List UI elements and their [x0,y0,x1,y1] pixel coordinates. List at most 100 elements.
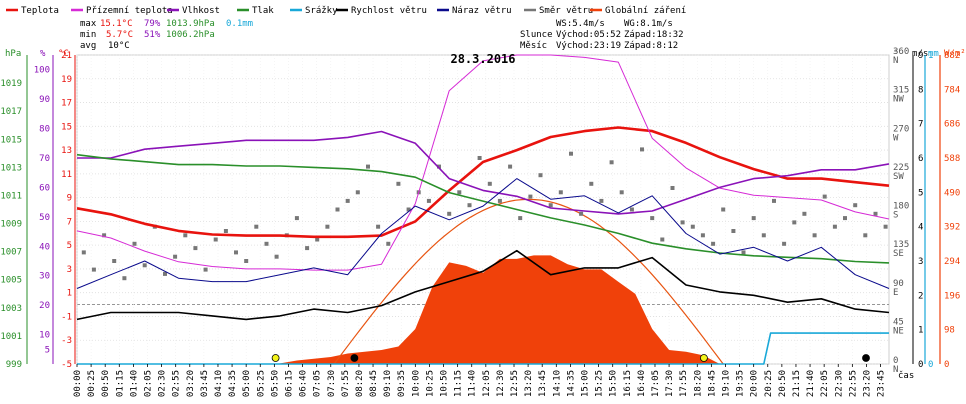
tick-radiation: 98 [944,326,955,336]
x-tick-label: 17:55 [679,370,689,397]
tick-wind-speed: 7 [918,120,923,130]
x-tick-label: 19:35 [736,370,746,397]
axis-unit-rain: mm [928,49,939,59]
wind-dir-point [366,164,370,169]
info-wg: WG:8.1m/s [624,19,673,29]
tick-pressure: 999 [6,360,22,370]
wind-dir-point [122,276,127,281]
wind-dir-point [863,233,868,238]
wind-dir-point [173,254,178,259]
wind-dir-point [234,250,238,255]
x-axis-label: čas [898,370,914,381]
marker-sunset [700,354,708,362]
x-tick-label: 16:40 [637,370,647,397]
tick-humidity: 50 [39,213,50,223]
tick-pressure: 1003 [0,304,22,314]
tick-wind-dir-deg: 90 [893,279,904,289]
x-tick-label: 12:30 [496,370,506,397]
x-tick-label: 23:20 [862,370,872,397]
x-axis: 00:00 00:25 00:50 01:15 01:40 02:05 02:30 02:55… [73,364,914,397]
x-tick-label: 06:15 [285,370,295,397]
wind-dir-point [609,160,614,165]
tick-humidity: 20 [39,301,50,311]
tick-wind-dir-name: SE [893,249,904,259]
legend-label: Tlak [252,6,274,16]
tick-wind-dir-deg: 270 [893,124,909,134]
info-sunrise: Východ:05:52 [556,30,621,40]
legend: Teplota Přízemní teplota Vlhkost Tlak Srážky… [6,6,686,16]
stats-min-hum: 51% [144,30,161,40]
x-tick-label: 00:50 [101,370,111,397]
info-sunset: Západ:18:32 [624,30,684,40]
series-line-Rychlost větru [76,249,890,321]
tick-pressure: 1015 [0,135,22,145]
wind-dir-point [873,211,878,216]
wind-dir-point [853,203,858,208]
plot-area [76,54,890,365]
tick-temperature: 21 [61,51,72,61]
series-line-Teplota [76,126,890,239]
wind-dir-point [447,211,452,216]
stats-panel: max 15.1°C 79% 1013.9hPa 0.1mm min 5.7°C… [80,19,253,51]
tick-wind-dir-name: N [893,365,898,375]
x-tick-label: 12:55 [510,370,520,397]
series-line-Přízemní teplota [76,54,890,271]
wind-dir-point [497,198,502,203]
tick-humidity: 80 [39,125,50,135]
wind-dir-point [508,164,513,169]
tick-wind-dir-name: NE [893,326,904,336]
x-tick-label: 06:40 [299,370,309,397]
series-line-Srážky [77,332,889,365]
wind-dir-point [660,237,665,242]
wind-dir-point [589,181,594,186]
wind-dir-point [761,233,766,238]
wind-dir-point [832,224,837,229]
tick-pressure: 1009 [0,220,22,230]
wind-dir-point [711,241,716,246]
wind-dir-point [528,194,533,199]
tick-temperature: 15 [61,122,72,132]
legend-label: Srážky [305,6,338,16]
x-tick-label: 10:25 [425,370,435,397]
wind-dir-point [741,250,746,255]
tick-temperature: 9 [67,194,72,204]
wind-dir-point [700,233,705,238]
x-tick-label: 18:20 [693,370,703,397]
wind-dir-point [305,246,310,251]
x-tick-label: 11:15 [454,370,464,397]
x-tick-label: 20:50 [778,370,788,397]
x-tick-label: 07:30 [327,370,337,397]
axis-unit-pressure: hPa [5,49,21,59]
tick-radiation: 490 [944,188,960,198]
x-tick-label: 02:55 [172,370,182,397]
x-tick-label: 13:45 [538,370,548,397]
left-axes: hPa% °C9991001100310051007100910111013101… [0,49,76,370]
wind-dir-point [132,241,137,246]
wind-dir-point [315,237,320,242]
tick-radiation: 882 [944,51,960,61]
tick-humidity: 5 [45,345,50,355]
x-tick-label: 11:40 [468,370,478,397]
wind-dir-point [772,198,776,203]
tick-pressure: 1001 [0,332,22,342]
wind-dir-point [558,190,563,195]
tick-humidity: 100 [34,66,50,76]
sun-curve-layer [333,198,724,365]
tick-humidity: 10 [39,331,50,341]
wind-dir-point [843,216,847,221]
x-tick-label: 05:00 [242,370,252,397]
radiation-layer [77,255,889,364]
tick-wind-dir-deg: 180 [893,202,909,212]
wind-dir-point [396,181,401,186]
stats-min-temp: 5.7°C [106,30,133,40]
wind-dir-point [548,203,553,208]
tick-temperature: 11 [61,170,72,180]
wind-dir-point [112,259,117,263]
x-tick-label: 09:10 [383,370,393,397]
stats-max-press: 1013.9hPa [166,19,215,29]
x-tick-label: 10:50 [440,370,450,397]
wind-dir-point [345,198,350,203]
wind-dir-point [163,271,167,276]
tick-radiation: 294 [944,257,960,267]
x-tick-label: 03:20 [186,370,196,397]
